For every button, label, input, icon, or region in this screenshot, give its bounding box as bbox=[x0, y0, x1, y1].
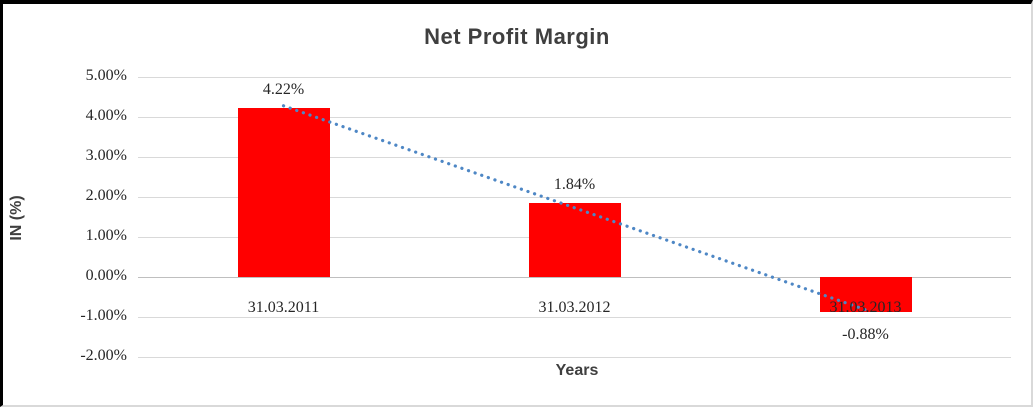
gridline bbox=[138, 356, 1011, 358]
gridline bbox=[138, 196, 1011, 198]
trendline-layer bbox=[281, 104, 868, 312]
data-label: -0.88% bbox=[842, 326, 889, 344]
y-tick-label: -1.00% bbox=[80, 307, 127, 324]
chart-title: Net Profit Margin bbox=[424, 24, 610, 49]
gridline bbox=[138, 156, 1011, 158]
bar-31.03.2011[interactable] bbox=[237, 108, 330, 277]
x-category-label: 31.03.2011 bbox=[247, 299, 320, 316]
bar-31.03.2012[interactable] bbox=[528, 203, 621, 277]
data-label: 4.22% bbox=[262, 81, 305, 99]
y-tick-label: 0.00% bbox=[85, 267, 127, 284]
bar-31.03.2013[interactable] bbox=[819, 277, 912, 313]
x-category-label: 31.03.2013 bbox=[829, 299, 902, 316]
y-tick-label: 3.00% bbox=[85, 147, 127, 164]
gridline bbox=[138, 316, 1011, 318]
y-tick-label: 5.00% bbox=[85, 67, 127, 84]
y-tick-label: 4.00% bbox=[85, 107, 127, 124]
zero-axis-line bbox=[138, 276, 1011, 278]
gridline bbox=[138, 76, 1011, 78]
y-tick-label: 1.00% bbox=[85, 227, 127, 244]
y-tick-label: 2.00% bbox=[85, 187, 127, 204]
data-label: 1.84% bbox=[553, 176, 596, 194]
x-axis-title: Years bbox=[555, 362, 599, 379]
trendline[interactable] bbox=[281, 104, 868, 312]
y-tick-label: -2.00% bbox=[80, 347, 127, 364]
gridline bbox=[138, 116, 1011, 118]
x-category-label: 31.03.2012 bbox=[538, 299, 611, 316]
